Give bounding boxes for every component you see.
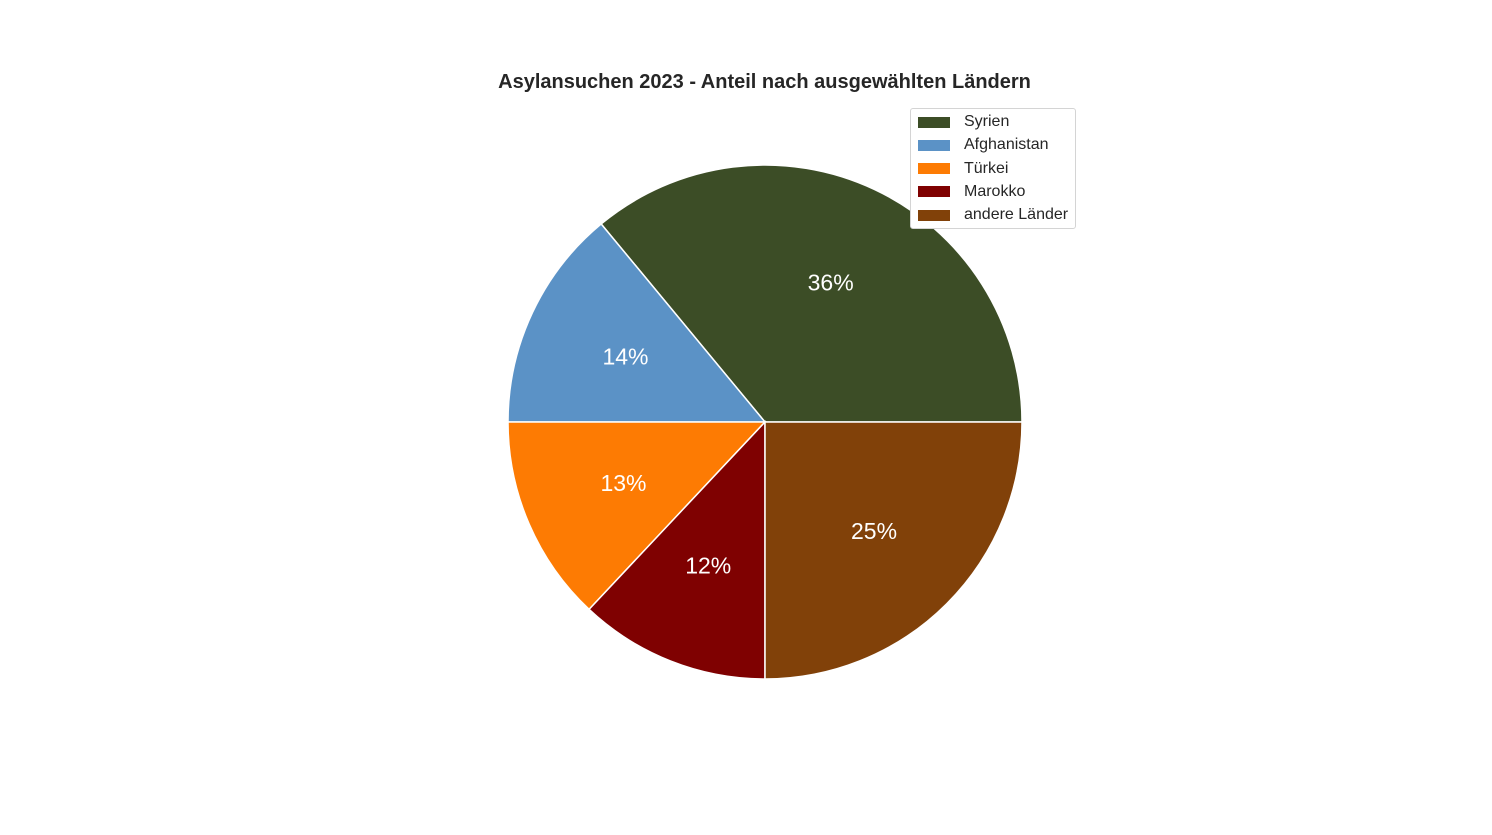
pie-slice-marokko xyxy=(588,420,766,680)
legend-label: andere Länder xyxy=(964,206,1069,224)
legend-item: Syrien xyxy=(918,112,1009,132)
legend-swatch xyxy=(918,186,950,198)
legend: Syrien Afghanistan Türkei Marokko andere Län… xyxy=(910,108,1076,229)
legend-swatch xyxy=(918,116,950,128)
pie-slice-andere-länder xyxy=(764,421,1023,680)
legend-swatch xyxy=(918,163,950,175)
legend-item: Afghanistan xyxy=(918,135,1049,155)
slice-value-label: 14% xyxy=(602,343,648,369)
pie-slice-türkei xyxy=(507,421,767,611)
slice-value-label: 36% xyxy=(808,269,854,295)
pie-slice-afghanistan xyxy=(507,222,767,423)
legend-item: Marokko xyxy=(918,182,1025,202)
legend-swatch xyxy=(918,139,950,151)
legend-label: Marokko xyxy=(964,182,1026,200)
legend-label: Türkei xyxy=(964,159,1009,177)
legend-item: andere Länder xyxy=(918,205,1068,225)
slice-value-label: 12% xyxy=(685,552,731,578)
chart-title: Asylansuchen 2023 - Anteil nach ausgewäh… xyxy=(498,71,1031,93)
pie-slice-syrien xyxy=(600,164,1023,423)
legend-item: Türkei xyxy=(918,159,1008,179)
slice-value-label: 25% xyxy=(851,518,897,544)
legend-swatch xyxy=(918,209,950,221)
legend-label: Afghanistan xyxy=(964,136,1049,154)
slice-value-label: 13% xyxy=(600,470,646,496)
legend-label: Syrien xyxy=(964,113,1010,130)
